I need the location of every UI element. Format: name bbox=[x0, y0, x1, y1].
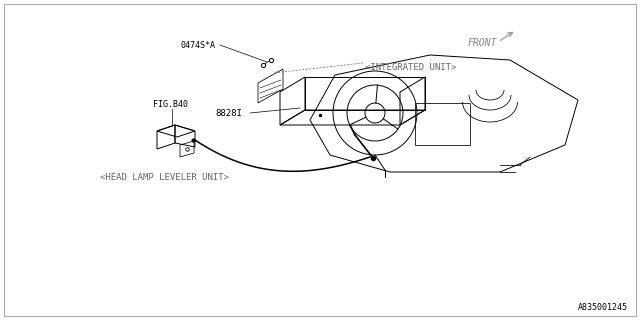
Text: FIG.B40: FIG.B40 bbox=[152, 100, 188, 109]
Text: A835001245: A835001245 bbox=[578, 303, 628, 312]
Bar bbox=[415, 103, 470, 145]
Text: 8828I: 8828I bbox=[215, 108, 242, 117]
Text: 0474S*A: 0474S*A bbox=[180, 41, 215, 50]
Text: FRONT: FRONT bbox=[468, 38, 497, 48]
Text: <HEAD LAMP LEVELER UNIT>: <HEAD LAMP LEVELER UNIT> bbox=[100, 173, 229, 182]
Text: <INTEGRATED UNIT>: <INTEGRATED UNIT> bbox=[365, 63, 456, 72]
